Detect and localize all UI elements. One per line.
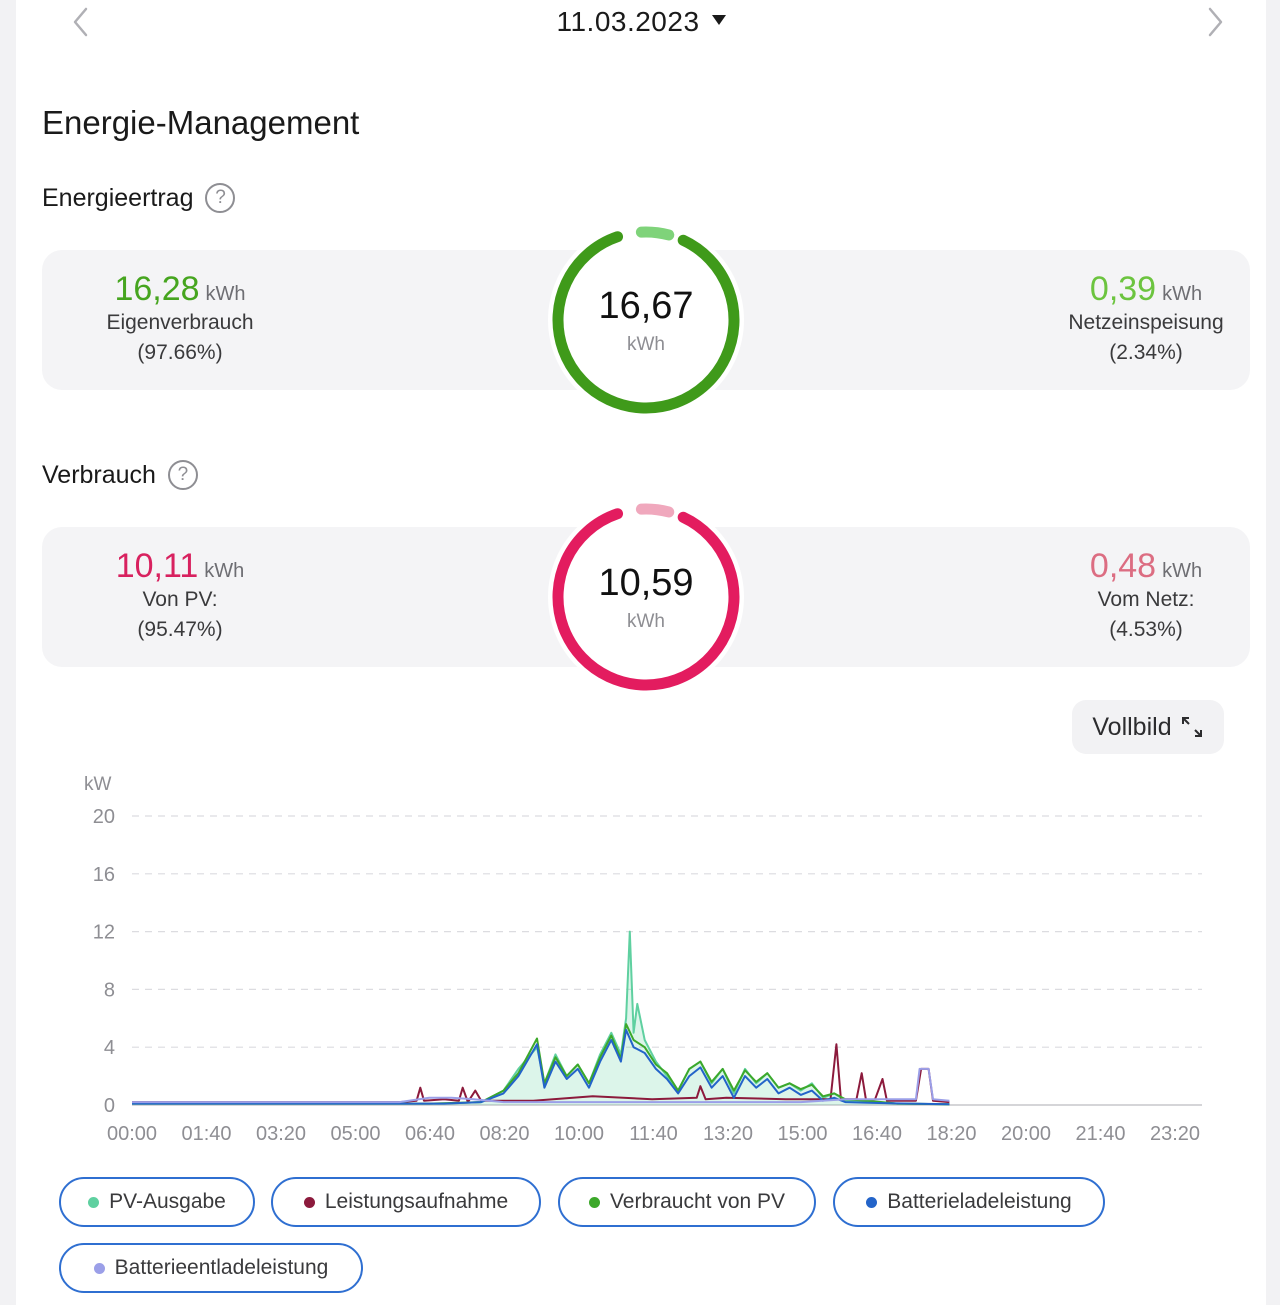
x-tick-label: 06:40 (405, 1123, 455, 1145)
legend-pv-ausgabe[interactable]: PV-Ausgabe (59, 1177, 255, 1227)
chevron-right-icon (1208, 7, 1223, 37)
date-header: 11.03.2023 (16, 2, 1266, 42)
expand-icon (1181, 717, 1202, 737)
legend-dot (88, 1196, 100, 1208)
help-icon[interactable]: ? (205, 183, 236, 213)
x-tick-label: 05:00 (330, 1123, 380, 1145)
von-pv-percent: (95.47%) (137, 618, 223, 641)
legend-verbraucht-von-pv[interactable]: Verbraucht von PV (558, 1177, 816, 1227)
von-pv-unit: kWh (204, 560, 245, 582)
eigenverbrauch-value: 16,28 (114, 270, 200, 308)
caret-down-icon (711, 15, 726, 25)
x-tick-label: 13:20 (703, 1123, 753, 1145)
series-line-Batterieladeleistung (132, 1028, 950, 1106)
date-label: 11.03.2023 (556, 6, 700, 37)
y-tick-label: 8 (104, 979, 115, 1001)
energieertrag-ring-secondary-arc (552, 226, 740, 414)
energieertrag-ring: 16,67 kWh (546, 220, 746, 420)
von-pv-label: Von PV: (142, 588, 218, 611)
legend-label: Verbraucht von PV (609, 1190, 786, 1213)
y-tick-label: 16 (93, 864, 115, 886)
x-tick-label: 03:20 (256, 1123, 306, 1145)
x-tick-label: 08:20 (479, 1123, 529, 1145)
vom-netz-stat: 0,48 kWh Vom Netz: (4.53%) (1026, 547, 1266, 642)
series-area-PV-Ausgabe (132, 931, 950, 1105)
x-tick-label: 01:40 (181, 1123, 231, 1145)
eigenverbrauch-unit: kWh (205, 283, 246, 305)
x-tick-label: 11:40 (629, 1123, 678, 1145)
next-day-button[interactable] (1194, 2, 1234, 42)
legend-label: Batterieladeleistung (887, 1190, 1072, 1213)
netzeinspeisung-unit: kWh (1162, 283, 1203, 305)
legend-dot (866, 1196, 878, 1208)
series-line-Batterieentladeleistung (132, 1067, 950, 1104)
x-tick-label: 15:00 (777, 1123, 827, 1145)
legend-label: Batterieentladeleistung (114, 1256, 329, 1279)
energieertrag-ring-chart (548, 222, 744, 418)
x-tick-label: 10:00 (554, 1123, 604, 1145)
chevron-left-icon (73, 7, 88, 37)
legend-leistungsaufnahme[interactable]: Leistungsaufnahme (271, 1177, 541, 1227)
page-title: Energie-Management (42, 104, 360, 141)
prev-day-button[interactable] (62, 2, 102, 42)
energieertrag-title: Energieertrag (42, 183, 194, 212)
legend-label: Leistungsaufnahme (324, 1190, 509, 1213)
x-tick-label: 23:20 (1150, 1123, 1200, 1145)
vom-netz-label: Vom Netz: (1097, 588, 1195, 611)
energieertrag-total-unit: kWh (627, 333, 665, 355)
netzeinspeisung-percent: (2.34%) (1109, 341, 1183, 364)
von-pv-value: 10,11 (115, 547, 199, 585)
verbrauch-ring-secondary-arc (552, 503, 740, 691)
energieertrag-total: 16,67 (598, 284, 694, 327)
date-selector[interactable]: 11.03.2023 (556, 2, 726, 42)
netzeinspeisung-label: Netzeinspeisung (1068, 311, 1224, 334)
x-tick-label: 20:00 (1001, 1123, 1051, 1145)
fullscreen-button[interactable]: Vollbild (1072, 700, 1224, 754)
series-line-Leistungsaufnahme (132, 1043, 950, 1104)
eigenverbrauch-label: Eigenverbrauch (106, 311, 254, 334)
legend-label: PV-Ausgabe (109, 1190, 226, 1213)
legend-dot (93, 1262, 105, 1274)
legend-batterieladeleistung[interactable]: Batterieladeleistung (833, 1177, 1105, 1227)
verbrauch-title: Verbrauch (42, 460, 156, 489)
fullscreen-label: Vollbild (1092, 712, 1172, 741)
y-tick-label: 12 (93, 922, 115, 944)
vom-netz-unit: kWh (1162, 560, 1203, 582)
y-axis-unit-label: kW (84, 774, 112, 795)
legend-batterieentladeleistung[interactable]: Batterieentladeleistung (59, 1243, 363, 1293)
vom-netz-percent: (4.53%) (1109, 618, 1183, 641)
legend-dot (588, 1196, 600, 1208)
power-line-chart: kW 0 4 8 12 16 20 00:00 01:40 03:20 05:00 06:40 08… (84, 774, 1202, 1145)
verbrauch-ring: 10,59 kWh (546, 497, 746, 697)
verbrauch-total: 10,59 (598, 561, 694, 604)
energieertrag-section-title: Energieertrag ? (42, 183, 236, 213)
x-tick-label: 21:40 (1075, 1123, 1125, 1145)
eigenverbrauch-stat: 16,28 kWh Eigenverbrauch (97.66%) (60, 270, 300, 365)
energieertrag-ring-main-arc (552, 226, 740, 414)
eigenverbrauch-percent: (97.66%) (137, 341, 223, 364)
verbrauch-ring-chart (548, 499, 744, 695)
y-tick-label: 4 (104, 1037, 115, 1059)
verbrauch-ring-main-arc (552, 503, 740, 691)
energy-panel: 11.03.2023 Energie-Management Energieert… (16, 0, 1266, 1305)
x-tick-label: 16:40 (852, 1123, 902, 1145)
series-line-Verbraucht von PV (132, 1023, 950, 1106)
x-tick-label: 00:00 (107, 1123, 157, 1145)
y-tick-label: 0 (104, 1095, 115, 1117)
help-icon[interactable]: ? (167, 460, 198, 490)
von-pv-stat: 10,11 kWh Von PV: (95.47%) (60, 547, 300, 642)
x-tick-label: 18:20 (926, 1123, 976, 1145)
vom-netz-value: 0,48 (1089, 547, 1157, 585)
netzeinspeisung-value: 0,39 (1089, 270, 1157, 308)
verbrauch-section-title: Verbrauch ? (42, 460, 198, 490)
legend-dot (303, 1196, 315, 1208)
verbrauch-total-unit: kWh (627, 610, 665, 632)
netzeinspeisung-stat: 0,39 kWh Netzeinspeisung (2.34%) (1026, 270, 1266, 365)
y-tick-label: 20 (93, 806, 115, 828)
